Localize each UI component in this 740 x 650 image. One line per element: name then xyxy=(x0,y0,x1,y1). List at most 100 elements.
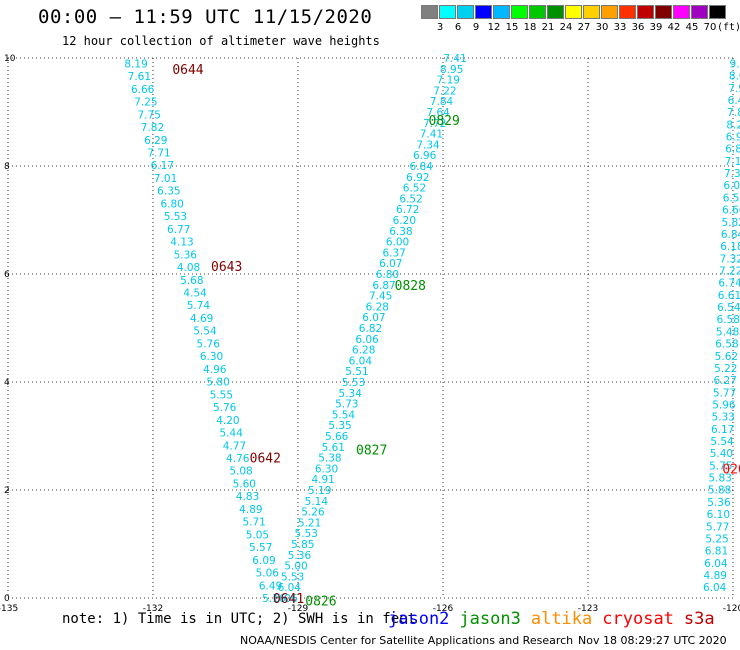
swh-value: 6.30 xyxy=(200,351,223,363)
swh-value: 6.92 xyxy=(406,172,429,184)
legend-swatch xyxy=(439,5,456,19)
swh-value: 5.48 xyxy=(716,326,739,338)
pass-time-label: 0643 xyxy=(211,260,242,275)
y-tick-label: 2 xyxy=(4,486,10,496)
swh-value: 5.54 xyxy=(332,409,356,421)
swh-value: 7.75 xyxy=(138,109,161,121)
swh-value: 6.42 xyxy=(728,95,740,107)
swh-value: 8.09 xyxy=(729,71,740,83)
swh-value: 5.61 xyxy=(322,442,345,454)
swh-value: 4.08 xyxy=(177,262,200,274)
swh-value: 4.69 xyxy=(190,313,213,325)
swh-value: 5.80 xyxy=(206,377,229,389)
swh-value: 6.17 xyxy=(151,160,174,172)
swh-value: 4.83 xyxy=(236,491,259,503)
legend-label: 39 xyxy=(649,22,663,33)
swh-value: 7.22 xyxy=(433,85,456,97)
chart-subtitle: 12 hour collection of altimeter wave hei… xyxy=(62,34,380,48)
swh-value: 5.22 xyxy=(714,363,737,375)
swh-value: 6.27 xyxy=(713,375,736,387)
legend-label: 30 xyxy=(595,22,609,33)
y-tick-label: 6 xyxy=(4,270,10,280)
swh-value: 6.87 xyxy=(725,144,740,156)
swh-value: 7.71 xyxy=(147,148,170,160)
legend-swatch xyxy=(511,5,528,19)
x-tick-label: -135 xyxy=(0,604,18,614)
x-tick-label: -120 xyxy=(723,604,740,614)
swh-value: 5.85 xyxy=(291,539,314,551)
swh-value: 6.37 xyxy=(382,247,405,259)
legend-swatch xyxy=(547,5,564,19)
swh-value: 8.19 xyxy=(124,58,147,70)
swh-value: 5.71 xyxy=(242,517,265,529)
swh-value: 7.87 xyxy=(727,107,740,119)
legend-label: 33 xyxy=(613,22,627,33)
pass-time-label: 0641 xyxy=(273,592,304,607)
swh-value: 9.75 xyxy=(730,58,740,70)
swh-value: 7.45 xyxy=(369,291,392,303)
legend-label: 15 xyxy=(505,22,519,33)
pass-time-label: 0828 xyxy=(395,279,426,294)
swh-value: 5.16 xyxy=(262,593,286,605)
legend-swatch xyxy=(691,5,708,19)
y-tick-label: 10 xyxy=(4,54,16,64)
footer-note: note: 1) Time is in UTC; 2) SWH is in fe… xyxy=(62,611,417,627)
swh-value: 6.04 xyxy=(349,355,373,367)
legend-label: 6 xyxy=(454,22,462,33)
swh-value: 6.58 xyxy=(715,339,738,351)
y-tick-label: 0 xyxy=(4,594,10,604)
swh-value: 5.66 xyxy=(325,431,349,443)
generated-timestamp: Nov 18 08:29:27 UTC 2020 xyxy=(578,634,727,647)
legend-swatch xyxy=(529,5,546,19)
swh-value: 5.88 xyxy=(708,485,731,497)
legend-swatch xyxy=(493,5,510,19)
swh-value: 6.66 xyxy=(131,84,155,96)
pass-time-label: 0826 xyxy=(305,595,336,610)
swh-value: 5.51 xyxy=(345,366,368,378)
legend-swatch xyxy=(583,5,600,19)
swh-value: 8.21 xyxy=(726,119,740,131)
pass-time-label: 0829 xyxy=(429,114,460,129)
legend-label: 36 xyxy=(631,22,645,33)
legend-swatch xyxy=(655,5,672,19)
swh-value: 6.17 xyxy=(711,424,734,436)
swh-value: 5.08 xyxy=(229,466,252,478)
swh-value: 6.18 xyxy=(720,241,740,253)
swh-value: 6.20 xyxy=(393,215,416,227)
swh-value: 6.28 xyxy=(366,301,389,313)
y-tick-label: 8 xyxy=(4,162,10,172)
swh-value: 5.77 xyxy=(706,521,729,533)
swh-value: 6.58 xyxy=(717,314,740,326)
swh-value: 4.76 xyxy=(226,453,250,465)
swh-value: 6.90 xyxy=(726,131,740,143)
swh-value: 7.84 xyxy=(430,96,454,108)
swh-value: 4.54 xyxy=(183,288,207,300)
swh-value: 6.29 xyxy=(144,135,167,147)
swh-value: 5.53 xyxy=(281,571,304,583)
swh-value: 7.61 xyxy=(128,71,151,83)
swh-value: 6.04 xyxy=(704,558,728,570)
swh-value: 5.36 xyxy=(707,497,731,509)
satellite-jason2: jason2 xyxy=(388,609,450,629)
swh-value: 6.66 xyxy=(722,205,740,217)
swh-value: 4.89 xyxy=(704,570,727,582)
swh-value: 5.34 xyxy=(339,388,363,400)
swh-value: 4.89 xyxy=(239,504,262,516)
swh-value: 5.53 xyxy=(342,377,365,389)
swh-value: 5.00 xyxy=(284,561,307,573)
swh-value: 5.76 xyxy=(197,338,221,350)
legend-label: 12 xyxy=(487,22,501,33)
x-tick-label: -129 xyxy=(288,604,309,614)
swh-value: 5.74 xyxy=(187,300,211,312)
swh-value: 6.52 xyxy=(399,193,422,205)
swh-value: 5.76 xyxy=(213,402,237,414)
swh-value: 5.05 xyxy=(246,529,269,541)
legend-label: 42 xyxy=(667,22,681,33)
swh-value: 7.82 xyxy=(141,122,164,134)
swh-value: 6.04 xyxy=(278,582,302,594)
satellite-jason3: jason3 xyxy=(459,609,521,629)
swh-value: 5.83 xyxy=(709,473,732,485)
satellite-cryosat: cryosat xyxy=(602,609,674,629)
swh-value: 5.36 xyxy=(288,550,312,562)
